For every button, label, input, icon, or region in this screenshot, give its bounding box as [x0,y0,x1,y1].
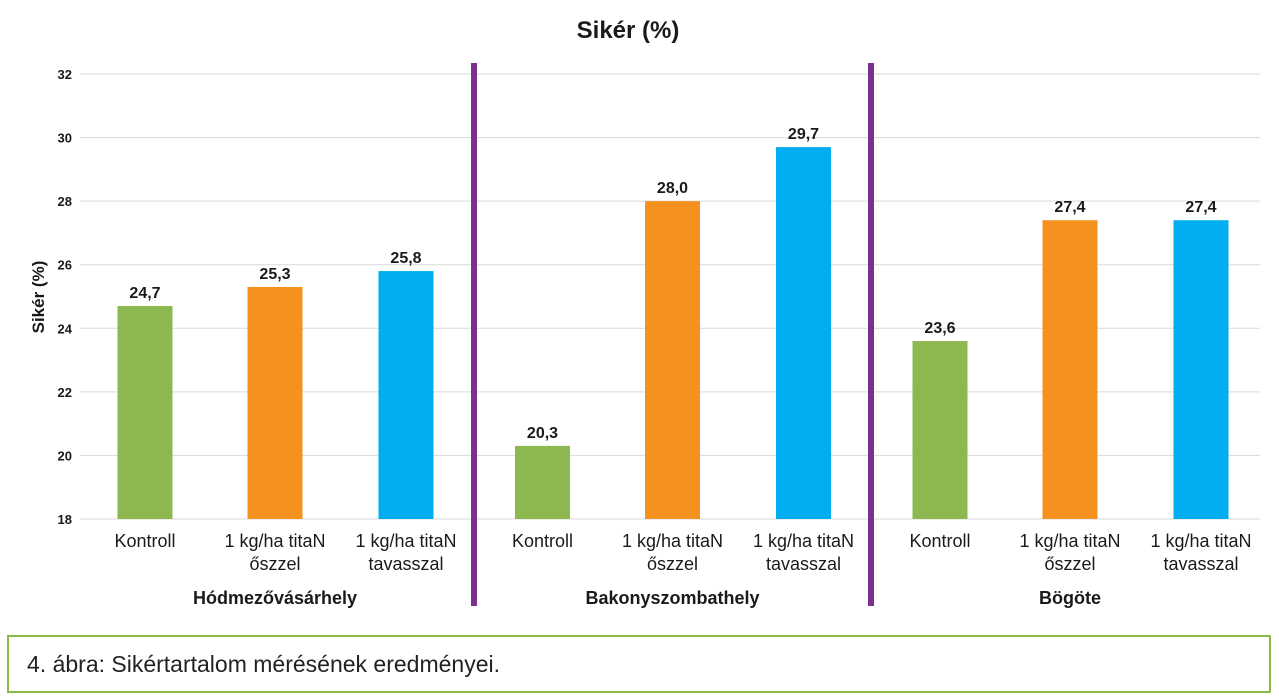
y-tick-label: 30 [58,131,72,146]
bar-value-label: 27,4 [1185,199,1216,216]
bar [776,147,831,519]
category-label: Kontroll [114,531,175,551]
category-label: 1 kg/ha titaN [753,531,854,551]
category-label: tavasszal [368,554,443,574]
category-label: 1 kg/ha titaN [622,531,723,551]
y-tick-label: 24 [58,321,73,336]
bar-value-label: 25,3 [259,266,290,283]
bar-value-label: 23,6 [924,320,955,337]
y-tick-label: 22 [58,385,72,400]
bar [247,286,303,519]
bar [645,201,700,519]
category-label: tavasszal [766,554,841,574]
bar-value-label: 29,7 [788,126,819,143]
bar-value-label: 20,3 [527,425,558,442]
category-label: Kontroll [909,531,970,551]
group-dividers [471,63,874,606]
group-label: Bögöte [1039,588,1101,608]
bar-value-label: 24,7 [129,285,160,302]
category-label: őszzel [1044,554,1095,574]
category-label: tavasszal [1163,554,1238,574]
figure-caption: 4. ábra: Sikértartalom mérésének eredmén… [27,651,500,677]
category-label: őszzel [647,554,698,574]
bar-value-label: 25,8 [390,250,421,267]
bar-chart: Sikér (%) Sikér (%) 18 20 22 24 26 28 30 32 24,… [29,17,1260,608]
group-label: Bakonyszombathely [585,588,759,608]
category-label: 1 kg/ha titaN [224,531,325,551]
y-tick-label: 18 [58,512,72,527]
y-tick-label: 32 [58,67,72,82]
category-label: őszzel [249,554,300,574]
chart-title: Sikér (%) [577,17,680,44]
bar [912,341,968,519]
group-label: Hódmezővásárhely [193,588,357,608]
bar [1173,220,1229,519]
y-tick-label: 20 [58,448,72,463]
bar [1042,220,1098,519]
figure-caption-box: 4. ábra: Sikértartalom mérésének eredmén… [7,635,1271,693]
bar [378,271,434,519]
bar-value-label: 27,4 [1054,199,1085,216]
y-tick-label: 26 [58,258,72,273]
category-label: 1 kg/ha titaN [1150,531,1251,551]
bar [117,306,173,519]
y-axis-label: Sikér (%) [29,261,48,334]
y-tick-label: 28 [58,194,72,209]
category-label: Kontroll [512,531,573,551]
bar-value-label: 28,0 [657,180,688,197]
category-label: 1 kg/ha titaN [1019,531,1120,551]
labels: 24,7 Kontroll 25,3 1 kg/ha titaN őszzel 25,8 1… [114,126,1251,608]
category-label: 1 kg/ha titaN [355,531,456,551]
bar [515,445,570,519]
bars [117,147,1229,519]
